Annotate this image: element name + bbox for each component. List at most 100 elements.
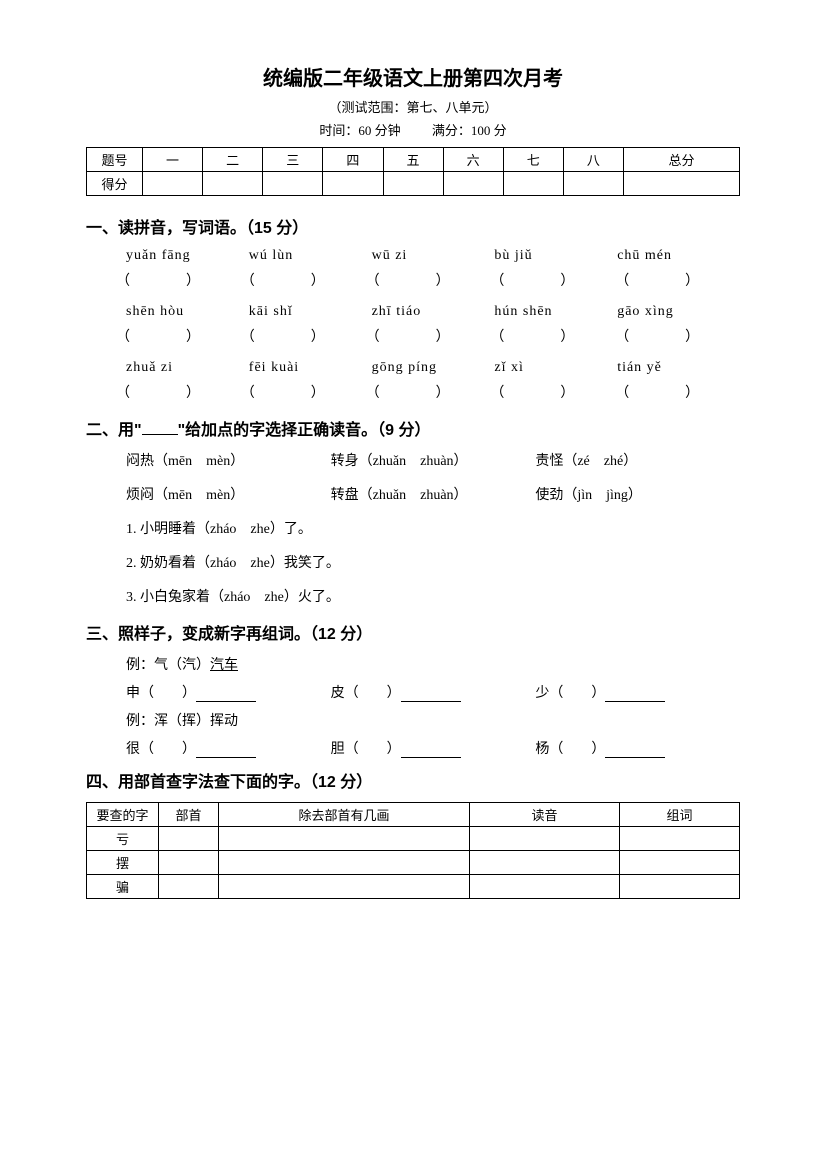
- cell: [203, 172, 263, 196]
- q3-text: 胆（ ）: [331, 742, 401, 757]
- q3-text: 皮（ ）: [331, 686, 401, 701]
- cell: [383, 172, 443, 196]
- answer-blank: （ ）: [241, 326, 366, 346]
- cell: [219, 827, 470, 851]
- score-table: 题号 一 二 三 四 五 六 七 八 总分 得分: [86, 147, 740, 196]
- pinyin-row: zhuǎ zi fēi kuài gōng píng zǐ xì tián yě: [126, 360, 740, 376]
- pinyin: gōng píng: [372, 360, 495, 376]
- cell: 要查的字: [87, 803, 159, 827]
- answer-blank: （ ）: [615, 382, 740, 402]
- answer-blank: （ ）: [490, 382, 615, 402]
- answer-blank: （ ）: [116, 326, 241, 346]
- pinyin: chū mén: [617, 248, 740, 264]
- cell: 五: [383, 148, 443, 172]
- answer-blank: （ ）: [490, 326, 615, 346]
- cell: 部首: [159, 803, 219, 827]
- doc-subtitle: （测试范围：第七、八单元）: [86, 97, 740, 116]
- table-row: 题号 一 二 三 四 五 六 七 八 总分: [87, 148, 740, 172]
- cell: [159, 875, 219, 899]
- pinyin: shēn hòu: [126, 304, 249, 320]
- cell: 读音: [470, 803, 620, 827]
- blank-line: [401, 742, 461, 758]
- answer-blank: （ ）: [241, 270, 366, 290]
- cell: 得分: [87, 172, 143, 196]
- pinyin-row: shēn hòu kāi shǐ zhī tiáo hún shēn gāo x…: [126, 304, 740, 320]
- q3-text: 申（ ）: [126, 686, 196, 701]
- cell: [503, 172, 563, 196]
- cell: [563, 172, 623, 196]
- q3-text: 少（ ）: [535, 686, 605, 701]
- table-row: 得分: [87, 172, 740, 196]
- q2-sentence: 2. 奶奶看着（zháo zhe）我笑了。: [126, 552, 740, 572]
- cell: 亏: [87, 827, 159, 851]
- cell: [159, 827, 219, 851]
- blank-line: [605, 742, 665, 758]
- heading-part: 二、用": [86, 422, 142, 439]
- doc-title: 统编版二年级语文上册第四次月考: [86, 62, 740, 91]
- pinyin: yuǎn fāng: [126, 248, 249, 264]
- q3-row: 申（ ） 皮（ ） 少（ ）: [126, 682, 740, 702]
- q2-item: 转身（zhuǎn zhuàn）: [331, 450, 536, 470]
- cell: 除去部首有几画: [219, 803, 470, 827]
- cell: 八: [563, 148, 623, 172]
- q3-row: 很（ ） 胆（ ） 杨（ ）: [126, 738, 740, 758]
- cell: [620, 875, 740, 899]
- q3-item: 皮（ ）: [331, 682, 536, 702]
- blank-line: [196, 686, 256, 702]
- cell: 骗: [87, 875, 159, 899]
- cell: [219, 851, 470, 875]
- pinyin: zǐ xì: [494, 360, 617, 376]
- q2-sentence: 3. 小白兔家着（zháo zhe）火了。: [126, 586, 740, 606]
- cell: [470, 875, 620, 899]
- pinyin: zhuǎ zi: [126, 360, 249, 376]
- q2-item: 责怪（zé zhé）: [535, 450, 740, 470]
- q3-item: 少（ ）: [535, 682, 740, 702]
- heading-part: "给加点的字选择正确读音。（9 分）: [178, 422, 431, 439]
- q3-example: 例：浑（挥）挥动: [126, 710, 740, 730]
- pinyin: wū zi: [372, 248, 495, 264]
- pinyin: bù jiǔ: [494, 248, 617, 264]
- cell: 二: [203, 148, 263, 172]
- cell: [620, 851, 740, 875]
- table-row: 摆: [87, 851, 740, 875]
- q2-sentence: 1. 小明睡着（zháo zhe）了。: [126, 518, 740, 538]
- q3-text: 杨（ ）: [535, 742, 605, 757]
- meta-score: 满分：100 分: [432, 123, 507, 138]
- q3-text: 很（ ）: [126, 742, 196, 757]
- pinyin: gāo xìng: [617, 304, 740, 320]
- table-row: 要查的字 部首 除去部首有几画 读音 组词: [87, 803, 740, 827]
- blank-line: [605, 686, 665, 702]
- cell: 摆: [87, 851, 159, 875]
- blank-line: [401, 686, 461, 702]
- q2-item: 使劲（jìn jìng）: [535, 484, 740, 504]
- cell: [263, 172, 323, 196]
- section-2-heading: 二、用" "给加点的字选择正确读音。（9 分）: [86, 416, 740, 440]
- cell: [624, 172, 740, 196]
- cell: [470, 851, 620, 875]
- section-1-heading: 一、读拼音，写词语。（15 分）: [86, 214, 740, 238]
- meta-time: 时间：60 分钟: [319, 123, 400, 138]
- cell: 总分: [624, 148, 740, 172]
- answer-blank: （ ）: [116, 382, 241, 402]
- doc-meta: 时间：60 分钟 满分：100 分: [86, 120, 740, 139]
- q2-item: 闷热（mēn mèn）: [126, 450, 331, 470]
- cell: 七: [503, 148, 563, 172]
- cell: [219, 875, 470, 899]
- cell: 三: [263, 148, 323, 172]
- answer-row: （ ） （ ） （ ） （ ） （ ）: [116, 382, 740, 402]
- answer-blank: （ ）: [116, 270, 241, 290]
- underline-graphic: [142, 421, 178, 435]
- blank-line: [196, 742, 256, 758]
- q2-item: 转盘（zhuǎn zhuàn）: [331, 484, 536, 504]
- answer-blank: （ ）: [615, 270, 740, 290]
- pinyin: kāi shǐ: [249, 304, 372, 320]
- cell: [159, 851, 219, 875]
- cell: [620, 827, 740, 851]
- pinyin-row: yuǎn fāng wú lùn wū zi bù jiǔ chū mén: [126, 248, 740, 264]
- cell: [470, 827, 620, 851]
- pinyin: fēi kuài: [249, 360, 372, 376]
- q3-item: 杨（ ）: [535, 738, 740, 758]
- pinyin: hún shēn: [494, 304, 617, 320]
- cell: 四: [323, 148, 383, 172]
- cell: [143, 172, 203, 196]
